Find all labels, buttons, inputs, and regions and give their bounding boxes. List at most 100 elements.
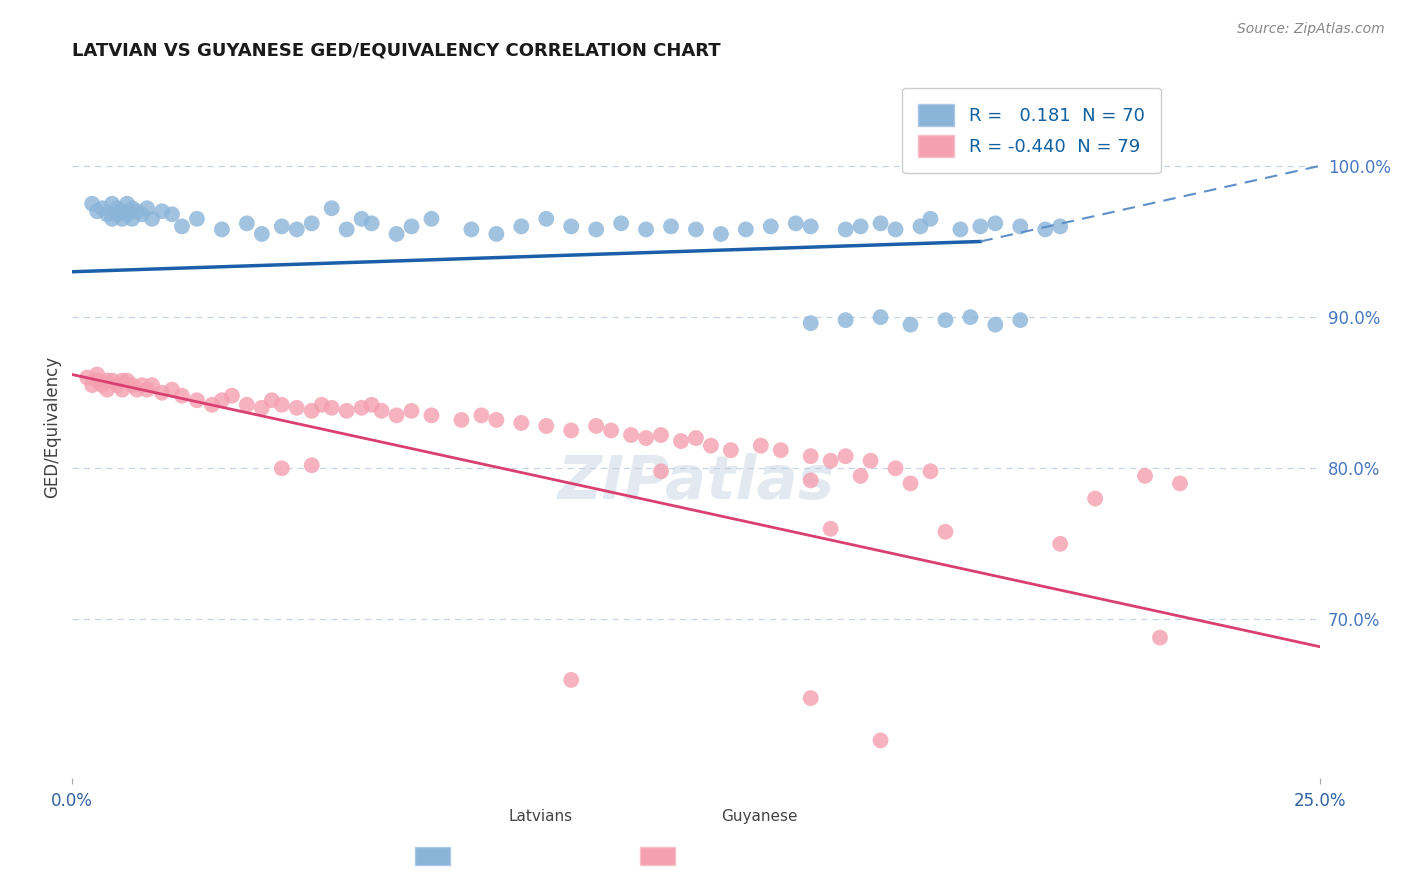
Point [236, 216, 259, 230]
Point [485, 413, 508, 427]
Point [111, 204, 134, 219]
Point [1033, 222, 1056, 236]
Point [749, 439, 772, 453]
Point [160, 383, 183, 397]
Point [211, 222, 233, 236]
Point [800, 449, 823, 463]
Point [82, 196, 104, 211]
Point [401, 219, 423, 234]
Point [610, 216, 633, 230]
Point [270, 398, 292, 412]
Point [127, 383, 149, 397]
Point [141, 378, 163, 392]
Point [91, 201, 114, 215]
Point [934, 524, 956, 539]
Point [301, 216, 323, 230]
Point [385, 227, 408, 241]
Point [211, 393, 233, 408]
Point [321, 401, 343, 415]
Point [115, 374, 138, 388]
Point [1084, 491, 1107, 506]
Point [260, 393, 283, 408]
Point [734, 222, 756, 236]
Point [585, 222, 607, 236]
Point [336, 404, 359, 418]
Point [360, 216, 382, 230]
Point [101, 211, 124, 226]
Point [121, 201, 143, 215]
Point [1133, 468, 1156, 483]
Point [934, 313, 956, 327]
Point [186, 211, 208, 226]
Point [769, 443, 792, 458]
Point [949, 222, 972, 236]
Point [710, 227, 733, 241]
Point [127, 204, 149, 219]
Point [86, 374, 108, 388]
Point [76, 370, 98, 384]
Point [620, 428, 643, 442]
Point [96, 374, 118, 388]
Point [301, 458, 323, 473]
Point [1010, 313, 1032, 327]
Point [820, 454, 842, 468]
Point [585, 419, 607, 434]
Point [920, 464, 942, 478]
Point [91, 378, 114, 392]
Point [984, 318, 1007, 332]
Legend: R =   0.181  N = 70, R = -0.440  N = 79: R = 0.181 N = 70, R = -0.440 N = 79 [903, 87, 1161, 173]
Text: Latvians: Latvians [509, 809, 574, 824]
Point [170, 389, 193, 403]
Point [650, 428, 672, 442]
Point [82, 378, 104, 392]
Point [834, 313, 856, 327]
Point [170, 219, 193, 234]
Point [105, 207, 128, 221]
Point [131, 207, 153, 221]
Text: Guyanese: Guyanese [721, 809, 797, 824]
Text: ZIPatlas: ZIPatlas [557, 453, 835, 512]
Point [131, 378, 153, 392]
Point [111, 383, 134, 397]
Point [700, 439, 723, 453]
Point [136, 383, 159, 397]
Point [121, 211, 143, 226]
Point [869, 216, 891, 230]
Point [160, 207, 183, 221]
Point [86, 368, 108, 382]
Point [115, 207, 138, 221]
Point [920, 211, 942, 226]
Point [834, 222, 856, 236]
Point [101, 374, 124, 388]
Point [900, 318, 922, 332]
Point [536, 419, 558, 434]
Point [669, 434, 692, 448]
Point [900, 476, 922, 491]
Point [270, 461, 292, 475]
Point [1049, 219, 1071, 234]
Point [321, 201, 343, 215]
Point [105, 378, 128, 392]
Point [201, 398, 224, 412]
Point [536, 211, 558, 226]
Point [236, 398, 259, 412]
Point [984, 216, 1007, 230]
Point [221, 389, 243, 403]
Point [350, 401, 373, 415]
Point [800, 474, 823, 488]
Point [470, 409, 492, 423]
Point [859, 454, 882, 468]
Point [800, 219, 823, 234]
Point [150, 204, 173, 219]
Point [884, 461, 907, 475]
Point [420, 409, 443, 423]
Point [759, 219, 782, 234]
Point [270, 219, 292, 234]
Point [659, 219, 682, 234]
Point [186, 393, 208, 408]
Point [301, 404, 323, 418]
Point [150, 385, 173, 400]
Point [634, 222, 657, 236]
Point [685, 222, 707, 236]
Point [401, 404, 423, 418]
